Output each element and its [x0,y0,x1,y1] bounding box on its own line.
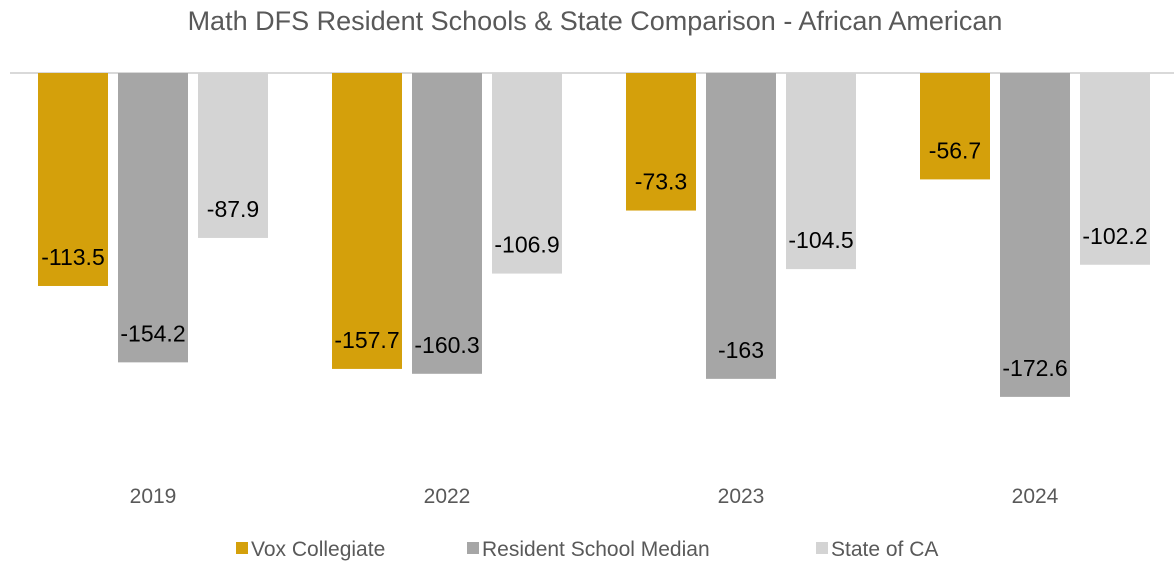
data-label-2019-s2: -87.9 [207,196,259,222]
data-label-2019-s1: -154.2 [120,320,185,346]
bar-2024-s0 [920,73,990,180]
legend-swatch-s1 [467,542,479,554]
bar-2019-s2 [198,73,268,238]
legend-swatch-s2 [816,542,828,554]
bar-2019-s1 [118,73,188,363]
data-label-2024-s2: -102.2 [1082,223,1147,249]
bar-2024-s2 [1080,73,1150,265]
bar-2022-s1 [412,73,482,374]
data-label-2019-s0: -113.5 [41,244,105,270]
bar-2022-s0 [332,73,402,369]
bar-2024-s1 [1000,73,1070,397]
bar-2019-s0 [38,73,108,286]
bar-2023-s0 [626,73,696,211]
data-label-2023-s0: -73.3 [635,169,687,195]
category-labels-layer: 2019 2022 2023 2024 [130,485,1059,508]
bar-2023-s1 [706,73,776,379]
bar-2023-s2 [786,73,856,270]
bar-2022-s2 [492,73,562,274]
category-label-2022: 2022 [424,485,471,508]
data-label-2022-s2: -106.9 [494,232,559,258]
data-label-2022-s0: -157.7 [334,327,399,353]
bars-layer [38,73,1150,397]
legend-label-s0: Vox Collegiate [251,538,385,561]
data-label-2023-s2: -104.5 [788,227,853,253]
legend-label-s2: State of CA [831,538,938,561]
category-label-2019: 2019 [130,485,177,508]
legend-swatch-s0 [236,542,248,554]
data-label-2022-s1: -160.3 [414,332,479,358]
category-label-2024: 2024 [1012,485,1059,508]
data-label-2024-s0: -56.7 [929,137,981,163]
legend-label-s1: Resident School Median [482,538,710,561]
legend: Vox Collegiate Resident School Median Stat… [236,538,938,561]
category-label-2023: 2023 [718,485,765,508]
chart-title: Math DFS Resident Schools & State Compar… [188,6,1003,36]
data-label-2023-s1: -163 [718,337,764,363]
data-labels-layer: -113.5 -154.2 -87.9 -157.7 -160.3 -106.9 -73.3… [41,137,1147,380]
data-label-2024-s1: -172.6 [1002,355,1067,381]
